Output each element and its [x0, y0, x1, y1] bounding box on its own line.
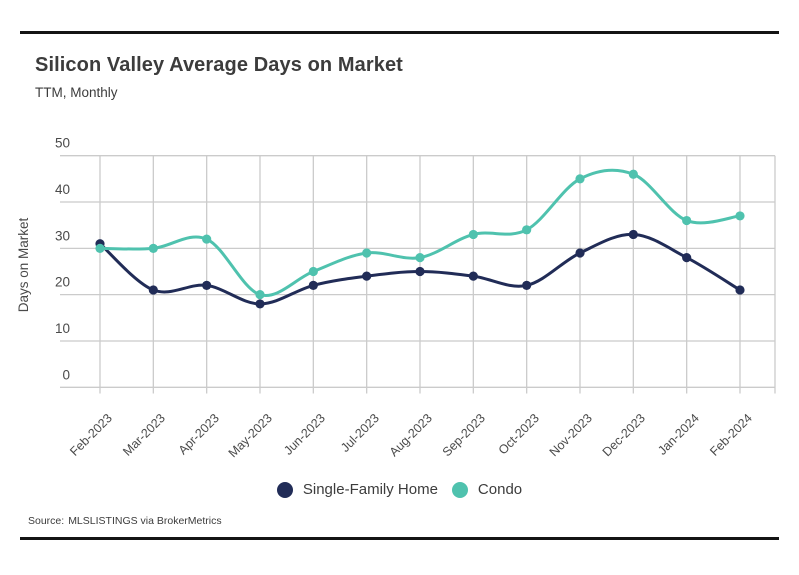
data-point-single-family-home-Nov-2023	[575, 248, 585, 258]
y-tick-label-10: 10	[55, 321, 70, 336]
data-point-single-family-home-Jul-2023	[362, 271, 372, 281]
data-point-condo-Jan-2024	[682, 215, 692, 226]
y-tick-label-0: 0	[62, 367, 70, 382]
data-point-condo-Feb-2023	[95, 243, 105, 253]
top-divider	[20, 31, 779, 34]
bottom-divider	[20, 537, 779, 540]
data-point-condo-Aug-2023	[415, 253, 425, 263]
data-point-single-family-home-Sep-2023	[468, 271, 478, 281]
y-tick-label-20: 20	[55, 275, 70, 290]
data-point-condo-Dec-2023	[628, 169, 638, 179]
data-point-single-family-home-Aug-2023	[415, 266, 425, 277]
data-point-condo-Nov-2023	[575, 174, 585, 184]
data-point-condo-Apr-2023	[202, 234, 212, 244]
data-point-condo-Sep-2023	[468, 229, 478, 240]
legend-item-condo: Condo	[451, 481, 523, 498]
data-point-condo-Jul-2023	[362, 248, 372, 258]
data-point-condo-Jun-2023	[308, 266, 318, 277]
plot-area: 0 10 20 30 40 50	[55, 136, 776, 394]
legend-label: Condo	[477, 481, 523, 498]
data-point-single-family-home-Apr-2023	[202, 280, 212, 290]
data-point-single-family-home-Jan-2024	[682, 253, 692, 263]
source-text: MLSLISTINGS via BrokerMetrics	[68, 515, 222, 527]
legend-marker-icon	[451, 481, 468, 498]
data-point-single-family-home-Mar-2023	[148, 285, 158, 295]
chart-title: Silicon Valley Average Days on Market	[35, 54, 403, 76]
chart-subtitle: TTM, Monthly	[35, 85, 118, 100]
data-point-condo-Feb-2024	[735, 211, 745, 221]
data-point-single-family-home-May-2023	[255, 299, 265, 309]
data-point-condo-Mar-2023	[148, 243, 158, 253]
data-point-single-family-home-Jun-2023	[308, 280, 318, 290]
data-point-single-family-home-Feb-2024	[735, 285, 745, 295]
y-tick-label-50: 50	[55, 136, 70, 151]
data-point-condo-Oct-2023	[522, 225, 532, 235]
y-tick-label-30: 30	[55, 228, 70, 243]
source-note: Source: MLSLISTINGS via BrokerMetrics	[28, 515, 226, 527]
data-point-condo-May-2023	[255, 290, 265, 300]
legend: Single-Family Home Condo	[0, 481, 799, 498]
data-point-single-family-home-Dec-2023	[628, 229, 638, 240]
legend-marker-icon	[276, 481, 293, 498]
source-label: Source:	[28, 515, 65, 527]
legend-label: Single-Family Home	[302, 481, 438, 498]
y-tick-label-40: 40	[55, 182, 70, 197]
data-point-single-family-home-Oct-2023	[522, 280, 532, 290]
legend-item-single-family-home: Single-Family Home	[276, 481, 438, 498]
